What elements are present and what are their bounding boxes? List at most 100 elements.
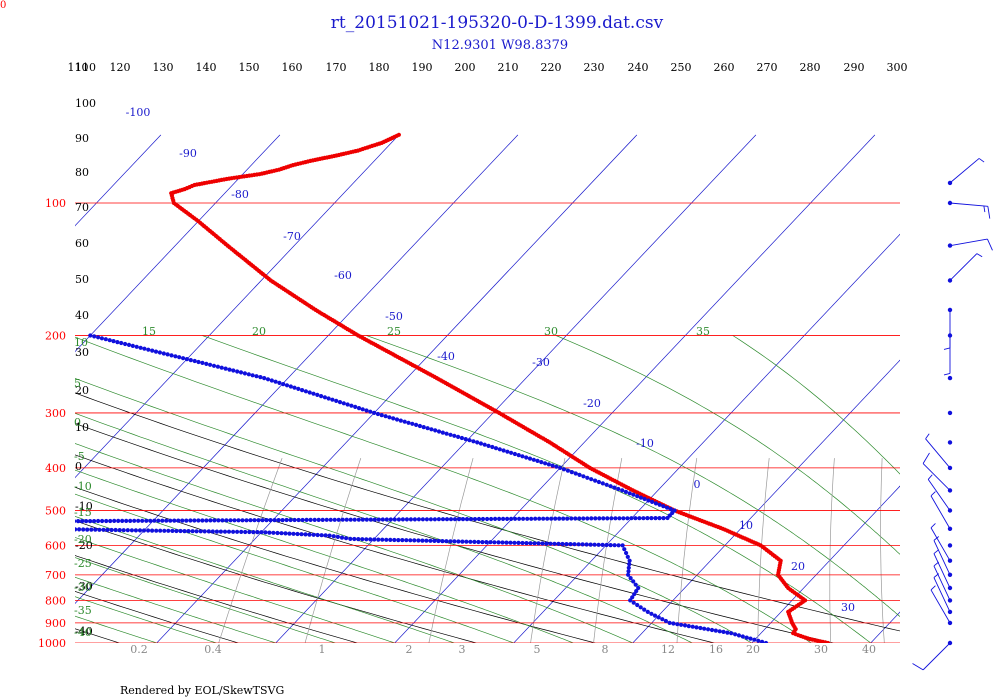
dewpoint-point [208,362,213,367]
mixing-ratio-line [304,457,362,643]
dewpoint-point [513,516,518,521]
dewpoint-point [125,528,130,533]
theta-label-left: 30 [75,346,89,359]
dewpoint-point [336,517,341,522]
dewpoint-point [539,460,544,465]
mixing-ratio-label: 2 [406,643,413,656]
temperature-point [396,132,401,137]
dewpoint-point [214,529,219,534]
dewpoint-point [360,517,365,522]
dewpoint-point [250,373,255,378]
dewpoint-point [537,516,542,521]
dewpoint-point [616,543,621,548]
dewpoint-point [396,538,401,543]
dewpoint-point [37,527,41,531]
dewpoint-point [694,625,699,630]
dewpoint-point [184,518,189,523]
dewpoint-point [331,534,336,539]
dewpoint-point [452,517,458,522]
dewpoint-point [223,366,228,371]
dewpoint-point [33,527,37,531]
dewpoint-point [32,519,36,523]
dewpoint-point [653,501,659,506]
theta-label-left: -20 [75,539,93,552]
dewpoint-point [392,517,397,522]
dewpoint-point [291,531,296,536]
dewpoint-point [686,624,691,629]
isotherm-label: -70 [283,230,301,243]
dewpoint-point [96,518,101,524]
dewpoint-point [244,518,249,523]
isotherm-label: -50 [385,310,403,323]
dewpoint-point [160,518,165,523]
dewpoint-point [0,525,3,529]
dewpoint-point [184,357,189,362]
moist-adiabat-line [75,557,336,643]
dewpoint-point [501,516,506,522]
dewpoint-point [104,518,109,524]
pressure-label: 800 [45,594,66,607]
dewpoint-point [636,585,641,591]
dewpoint-point [196,359,201,365]
mixing-ratio-label: 0.2 [130,643,148,656]
dewpoint-point [256,518,261,523]
dewpoint-point [75,527,78,532]
dewpoint-point [573,516,578,521]
dewpoint-point [219,365,224,370]
dewpoint-point [628,598,633,603]
mixing-ratio-line [530,458,566,643]
dewpoint-point [428,538,433,543]
dewpoint-point [388,537,393,543]
dewpoint-point [633,582,638,587]
isotherm-line [75,134,162,227]
dewpoint-point [600,481,605,486]
dewpoint-point [337,400,343,405]
dewpoint-point [568,542,573,547]
dewpoint-point [633,516,638,521]
dewpoint-point [52,519,56,523]
dewpoint-point [260,518,265,523]
dewpoint-point [387,415,392,420]
dewpoint-point [641,516,646,521]
wind-barb [912,640,953,671]
dewpoint-point [631,492,636,497]
dewpoint-point [123,341,128,347]
dewpoint-point [505,449,510,454]
dewpoint-point [252,518,257,523]
wind-barb [947,158,985,186]
wind-barb [927,474,953,513]
dewpoint-point [540,541,545,546]
dry-adiabat-line [75,423,834,643]
dewpoint-point [509,516,514,522]
dewpoint-point [671,621,676,626]
dewpoint-point [493,516,498,522]
dewpoint-point [16,519,20,523]
moist-adiabat-label-top: 35 [696,325,710,338]
dewpoint-point [356,537,361,542]
dewpoint-point [134,344,139,349]
dewpoint-point [572,542,577,547]
dewpoint-point [300,388,305,393]
dewpoint-point [404,538,409,543]
dewpoint-point [729,631,734,636]
dewpoint-point [376,517,381,522]
dewpoint-point [330,397,335,402]
dewpoint-point [186,529,191,534]
dewpoint-point [420,517,425,522]
dewpoint-point [279,531,284,536]
dewpoint-point [645,516,650,521]
dewpoint-point [577,472,582,477]
moist-adiabat-label-left: -20 [74,533,92,546]
dewpoint-point [613,516,618,521]
dewpoint-point [577,516,582,521]
theta-label-top: 150 [239,61,260,74]
moist-adiabat-label-left: -35 [74,604,92,617]
dewpoint-point [440,517,446,522]
dewpoint-point [238,370,244,375]
dewpoint-point [756,638,761,643]
dewpoint-point [320,517,325,523]
theta-label-left: 0 [75,460,82,473]
dewpoint-point [628,576,633,581]
dewpoint-point [349,403,354,408]
isotherm-line [870,611,900,643]
